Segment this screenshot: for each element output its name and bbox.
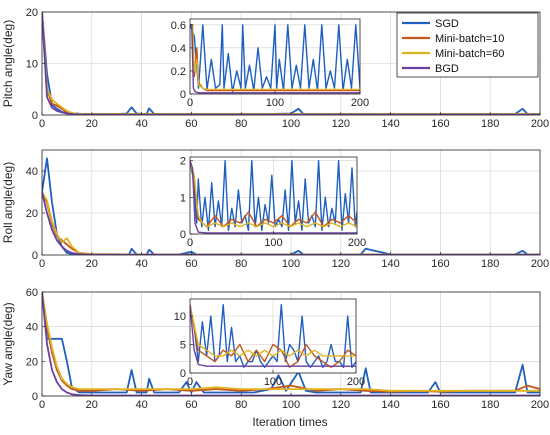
inset-3-series-line-mini-batch-10 [190, 304, 356, 368]
panel-2-x-tick-label: 120 [332, 258, 350, 270]
panel-1-x-tick-label: 60 [185, 118, 197, 130]
panel-2-x-tick-label: 200 [531, 258, 549, 270]
panel-2-x-tick-label: 40 [135, 258, 147, 270]
panel-1-x-tick-label: 80 [235, 118, 247, 130]
inset-1-y-tick-label: 0 [180, 89, 186, 101]
panel-1-x-tick-label: 200 [531, 118, 549, 130]
inset-2-x-tick-label: 100 [264, 237, 282, 249]
panel-2-x-tick-label: 140 [381, 258, 399, 270]
legend-label: Mini-batch=60 [435, 48, 504, 60]
inset-2-y-tick-label: 1 [180, 192, 186, 204]
panel-3-series-line-bgd [42, 292, 540, 396]
panel-1-x-tick-label: 40 [135, 118, 147, 130]
panel-1-y-axis-label: Pitch angle(deg) [1, 20, 15, 107]
panel-1-y-tick-label: 20 [26, 7, 38, 19]
panel-2-y-axis-label: Roll angle(deg) [1, 162, 15, 243]
inset-2-x-tick-label: 200 [348, 237, 366, 249]
inset-1-y-tick-label: 0.2 [171, 66, 186, 78]
legend: SGD Mini-batch=10 Mini-batch=60 BGD [396, 12, 539, 78]
inset-1-x-tick-label: 0 [187, 97, 193, 109]
panel-2-y-tick-label: 40 [26, 166, 38, 178]
panel-2-x-tick-label: 100 [282, 258, 300, 270]
inset-2-series-line-bgd [190, 160, 357, 234]
panel-1-x-tick-label: 0 [39, 118, 45, 130]
inset-2-series-group [190, 159, 357, 234]
panel-3-x-tick-label: 100 [282, 399, 300, 411]
panel-3-y-tick-label: 40 [26, 322, 38, 334]
inset-2-x-tick-label: 0 [187, 237, 193, 249]
panel-3-series-line-mini-batch-60 [42, 292, 540, 392]
panel-3-x-tick-label: 140 [381, 399, 399, 411]
inset-2-series-line-sgd [190, 159, 357, 232]
inset-3-series-line-mini-batch-60 [190, 304, 356, 357]
panel-2-x-tick-label: 20 [86, 258, 98, 270]
panel-2-x-tick-label: 160 [431, 258, 449, 270]
inset-3-y-tick-label: 5 [180, 340, 186, 352]
inset-3-y-tick-label: 10 [174, 311, 186, 323]
panel-2-x-tick-label: 80 [235, 258, 247, 270]
panel-3-y-tick-label: 0 [32, 391, 38, 403]
panel-2-y-tick-label: 0 [32, 250, 38, 262]
legend-label: BGD [435, 63, 459, 75]
inset-2-series-line-mini-batch-60 [190, 160, 357, 228]
panel-1-y-tick-label: 0 [32, 110, 38, 122]
inset-1-axes: 0 100 200 0 0.2 0.4 0.6 [171, 18, 369, 109]
inset-1-x-tick-label: 200 [351, 97, 369, 109]
panel-1-x-tick-label: 160 [431, 118, 449, 130]
x-axis-label: Iteration times [252, 415, 327, 429]
panel-2-y-tick-label: 20 [26, 208, 38, 220]
panel-3-x-tick-label: 200 [531, 399, 549, 411]
inset-3-x-tick-label: 200 [347, 376, 365, 388]
panel-3-x-tick-label: 180 [481, 399, 499, 411]
panel-3-y-tick-label: 60 [26, 287, 38, 299]
inset-1-series-group [190, 24, 360, 94]
panel-2-x-tick-label: 180 [481, 258, 499, 270]
inset-1-y-tick-label: 0.6 [171, 20, 186, 32]
inset-1-series-line-mini-batch-60 [190, 24, 360, 91]
panel-3-x-tick-label: 0 [39, 399, 45, 411]
panel-3-x-tick-label: 80 [235, 399, 247, 411]
panel-3-x-tick-label: 120 [332, 399, 350, 411]
inset-2-y-tick-label: 0 [180, 229, 186, 241]
panel-1-x-tick-label: 120 [332, 118, 350, 130]
inset-3-x-tick-label: 100 [264, 376, 282, 388]
inset-1-x-tick-label: 100 [266, 97, 284, 109]
panel-1-x-tick-label: 100 [282, 118, 300, 130]
inset-3-series-line-bgd [190, 304, 356, 367]
panel-1-x-tick-label: 180 [481, 118, 499, 130]
inset-1-y-tick-label: 0.4 [171, 43, 186, 55]
panel-3-x-tick-label: 160 [431, 399, 449, 411]
inset-2-y-tick-label: 2 [180, 156, 186, 168]
panel-3-x-tick-label: 20 [86, 399, 98, 411]
panel-3-x-tick-label: 60 [185, 399, 197, 411]
inset-1-series-line-bgd [190, 24, 360, 94]
panel-3-x-tick-label: 40 [135, 399, 147, 411]
panel-3-series-line-sgd [42, 292, 540, 394]
panel-2-x-tick-label: 0 [39, 258, 45, 270]
panel-1-x-tick-label: 140 [381, 118, 399, 130]
legend-label: Mini-batch=10 [435, 33, 504, 45]
inset-2-axes: 0 100 200 0 1 2 [180, 156, 366, 249]
inset-3-axes: 0 100 200 0 5 10 [174, 298, 365, 388]
panel-3-series-group [42, 292, 540, 396]
panel-1-y-tick-label: 10 [26, 59, 38, 71]
inset-1-series-line-sgd [190, 24, 360, 93]
inset-3-x-tick-label: 0 [187, 376, 193, 388]
panel-2-x-tick-label: 60 [185, 258, 197, 270]
panel-1-x-tick-label: 20 [86, 118, 98, 130]
legend-label: SGD [435, 18, 459, 30]
panel-3-y-axis-label: Yaw angle(deg) [1, 302, 15, 385]
inset-3-series-group [190, 304, 356, 368]
panel-3-y-tick-label: 20 [26, 356, 38, 368]
inset-3-y-tick-label: 0 [180, 368, 186, 380]
